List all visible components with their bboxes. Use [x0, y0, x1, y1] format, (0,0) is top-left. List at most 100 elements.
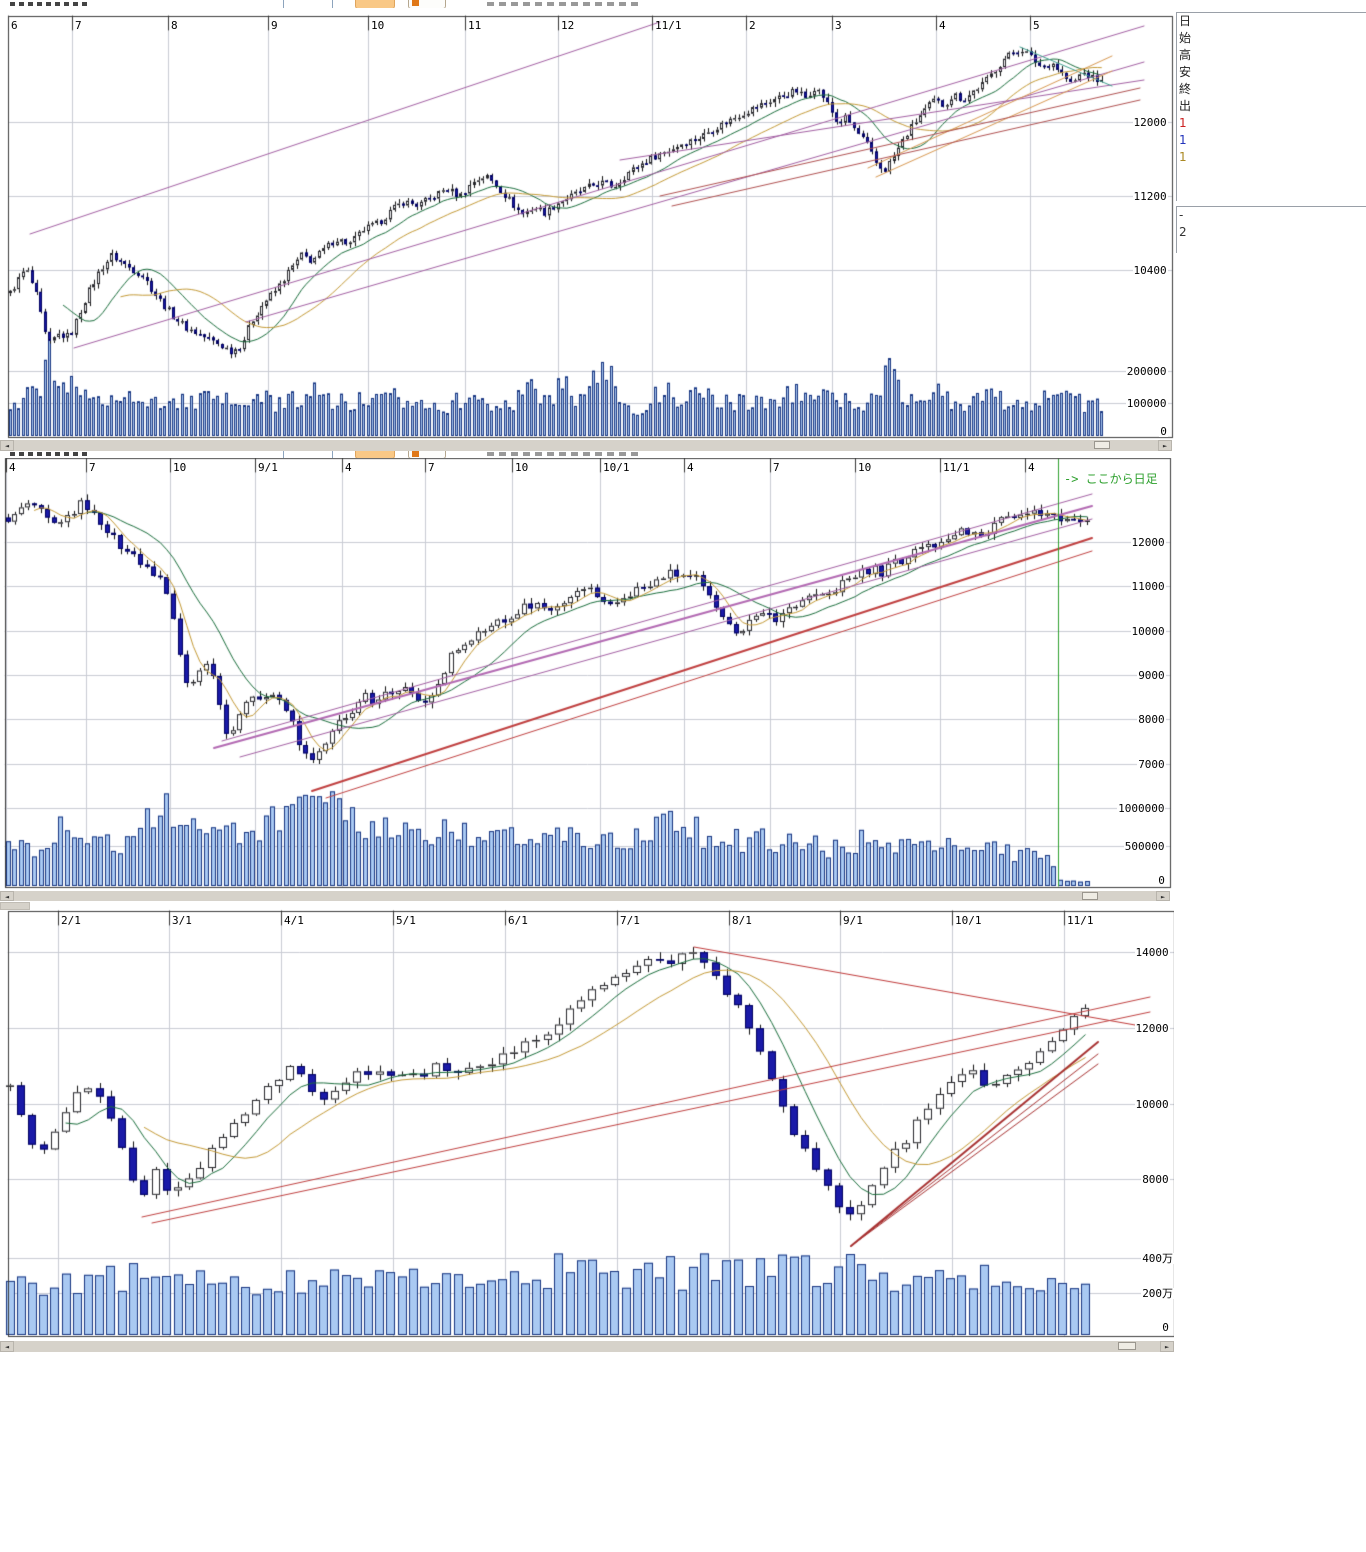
volume-axis-label: 200万 [1141, 1287, 1175, 1300]
x-axis-label: 2 [749, 19, 756, 32]
x-axis-label: 4 [1028, 461, 1035, 474]
price-axis-label: 8000 [1137, 713, 1166, 726]
volume-axis-label: 500000 [1123, 840, 1166, 853]
orange-marker-icon [412, 449, 419, 457]
x-axis-label: 7/1 [620, 914, 640, 927]
timeframe-dropdown[interactable] [283, 0, 333, 8]
volume-axis-label: 0 [1159, 425, 1168, 438]
x-axis-label: 7 [75, 19, 82, 32]
toolbar-fragment [0, 902, 30, 910]
timeframe-dropdown[interactable] [283, 449, 333, 458]
price-axis-label: 9000 [1137, 669, 1166, 682]
x-axis-label: 4/1 [284, 914, 304, 927]
info-row-char: 高 [1179, 48, 1192, 62]
x-axis-label: 10/1 [603, 461, 630, 474]
scrollbar-thumb[interactable] [1118, 1342, 1136, 1350]
x-axis-label: 9 [271, 19, 278, 32]
x-axis-label: 11/1 [943, 461, 970, 474]
volume-axis-label: 0 [1157, 874, 1166, 887]
secondary-info-box: ‐2 [1176, 206, 1366, 253]
toolbar-text-fragment [10, 452, 90, 456]
middle-toolbar-cropped [0, 449, 1178, 458]
marker-button[interactable] [408, 449, 446, 458]
x-axis-label: 11/1 [655, 19, 682, 32]
info-row-char: 終 [1179, 82, 1192, 96]
info-row-char: 出 [1179, 99, 1192, 113]
chart2-h-scrollbar[interactable]: ◄ ► [0, 891, 1170, 901]
price-axis-label: 12000 [1130, 536, 1166, 549]
toolbar-text-fragment [10, 2, 90, 6]
scroll-right-icon[interactable]: ► [1158, 440, 1172, 451]
scroll-left-icon[interactable]: ◄ [0, 1341, 14, 1352]
marker-button[interactable] [408, 0, 446, 8]
info-row-char: 2 [1179, 225, 1187, 239]
info-row-char: 1 [1179, 150, 1187, 164]
x-axis-label: 4 [345, 461, 352, 474]
price-axis-label: 11200 [1132, 190, 1168, 203]
x-axis-label: 10 [858, 461, 872, 474]
volume-axis-label: 0 [1161, 1321, 1170, 1334]
x-axis-label: 10 [173, 461, 187, 474]
price-axis-label: 12000 [1134, 1022, 1170, 1035]
toolbar-status-fragment [487, 2, 642, 6]
toolbar-status-fragment [487, 452, 642, 456]
volume-axis-label: 200000 [1125, 365, 1168, 378]
info-row-char: 安 [1179, 65, 1192, 79]
scroll-right-icon[interactable]: ► [1160, 1341, 1174, 1352]
annotation-from-here-daily: -> ここから日足 [1064, 472, 1158, 486]
orange-button[interactable] [355, 449, 395, 458]
x-axis-label: 6/1 [508, 914, 528, 927]
orange-button[interactable] [355, 0, 395, 8]
x-axis-label: 6 [11, 19, 18, 32]
price-axis-label: 10000 [1134, 1098, 1170, 1111]
volume-axis-label: 1000000 [1117, 802, 1166, 815]
price-axis-label: 7000 [1137, 758, 1166, 771]
x-axis-label: 3/1 [172, 914, 192, 927]
x-axis-label: 10/1 [955, 914, 982, 927]
scroll-left-icon[interactable]: ◄ [0, 891, 14, 901]
price-axis-label: 10400 [1132, 264, 1168, 277]
info-row-char: ‐ [1179, 208, 1184, 222]
chart3-h-scrollbar[interactable]: ◄ ► [0, 1341, 1174, 1352]
orange-marker-icon [412, 0, 419, 6]
price-axis-label: 8000 [1141, 1173, 1170, 1186]
x-axis-label: 4 [939, 19, 946, 32]
x-axis-label: 7 [89, 461, 96, 474]
top-toolbar-cropped [0, 0, 1178, 8]
price-axis-label: 14000 [1134, 946, 1170, 959]
scrollbar-thumb[interactable] [1082, 892, 1098, 900]
x-axis-label: 8/1 [732, 914, 752, 927]
price-axis-label: 12000 [1132, 116, 1168, 129]
x-axis-label: 8 [171, 19, 178, 32]
x-axis-label: 5/1 [396, 914, 416, 927]
x-axis-label: 3 [835, 19, 842, 32]
scroll-right-icon[interactable]: ► [1156, 891, 1170, 901]
info-row-char: 始 [1179, 31, 1192, 45]
info-row-char: 1 [1179, 116, 1187, 130]
x-axis-label: 7 [773, 461, 780, 474]
x-axis-label: 10 [515, 461, 529, 474]
info-row-char: 日 [1179, 14, 1192, 28]
x-axis-label: 9/1 [843, 914, 863, 927]
x-axis-label: 12 [561, 19, 575, 32]
price-axis-label: 11000 [1130, 580, 1166, 593]
volume-axis-label: 400万 [1141, 1252, 1175, 1265]
chart1-h-scrollbar[interactable]: ◄ ► [0, 440, 1172, 451]
scrollbar-thumb[interactable] [1094, 441, 1110, 449]
x-axis-label: 2/1 [61, 914, 81, 927]
x-axis-label: 11 [468, 19, 482, 32]
x-axis-label: 5 [1033, 19, 1040, 32]
x-axis-label: 10 [371, 19, 385, 32]
volume-axis-label: 100000 [1125, 397, 1168, 410]
x-axis-label: 4 [9, 461, 16, 474]
scroll-left-icon[interactable]: ◄ [0, 440, 14, 451]
x-axis-label: 9/1 [258, 461, 278, 474]
price-axis-label: 10000 [1130, 625, 1166, 638]
x-axis-label: 4 [687, 461, 694, 474]
info-row-char: 1 [1179, 133, 1187, 147]
x-axis-label: 11/1 [1067, 914, 1094, 927]
x-axis-label: 7 [428, 461, 435, 474]
